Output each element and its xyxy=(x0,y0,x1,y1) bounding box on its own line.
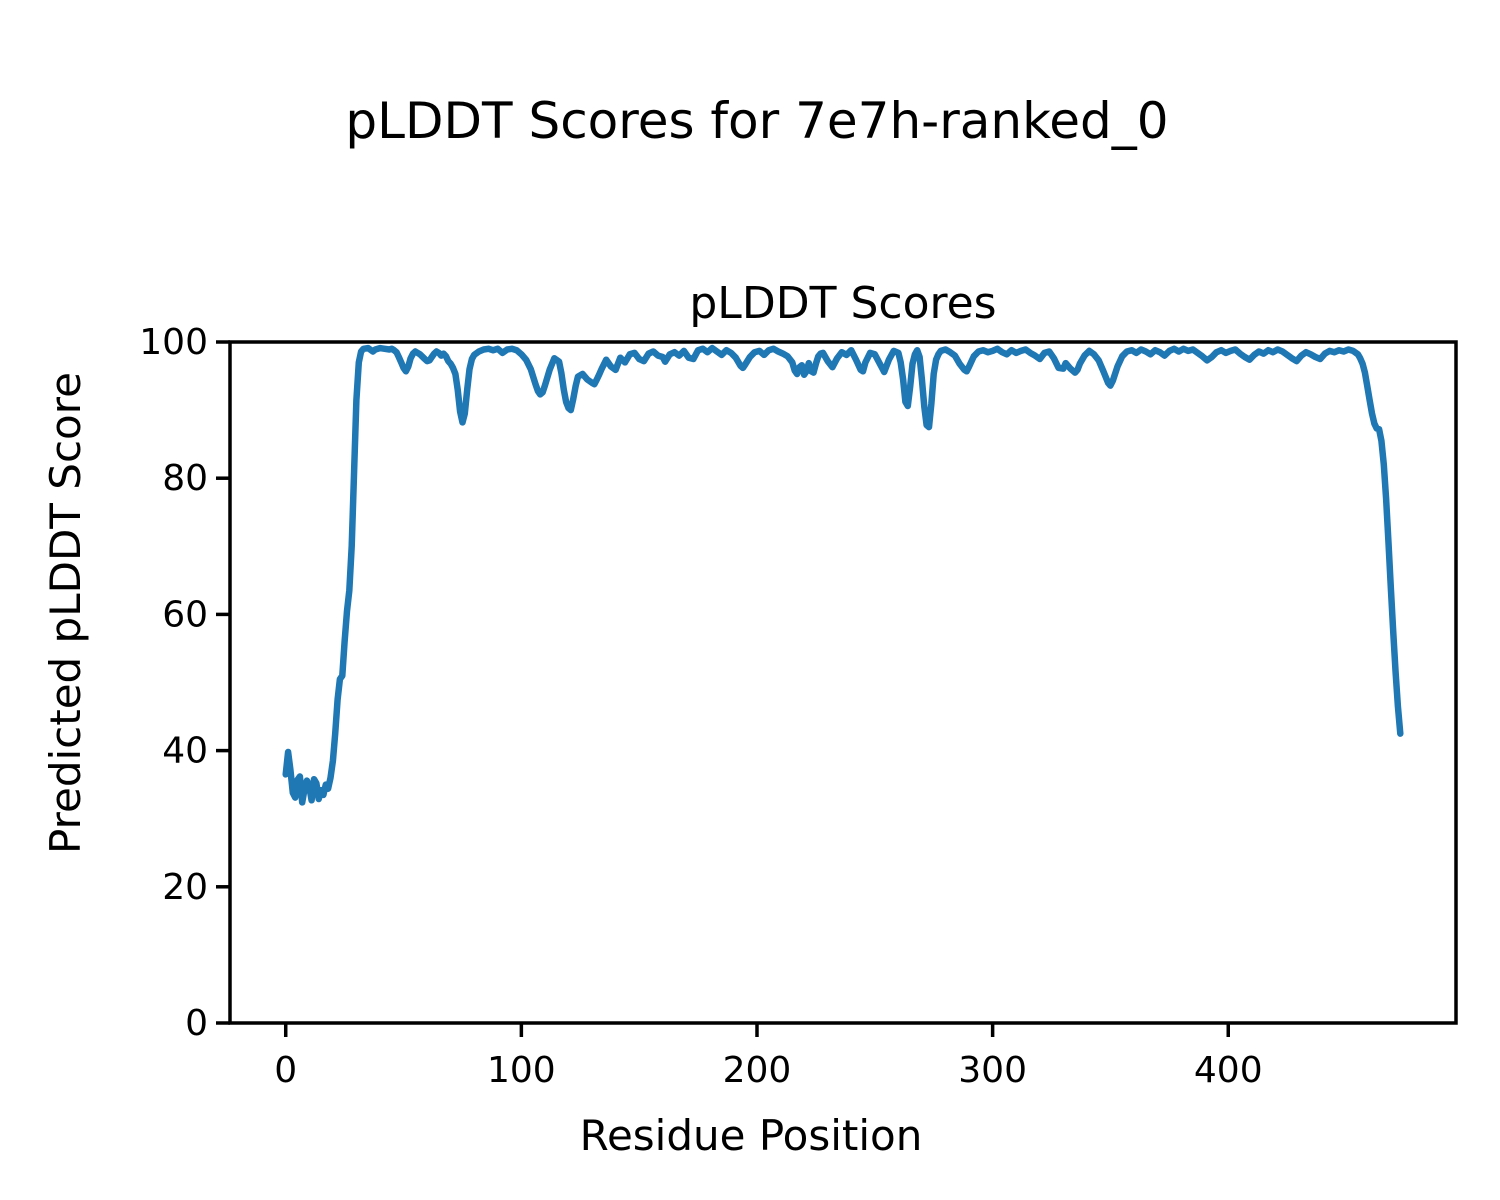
x-axis-ticks: 0 100 200 300 400 xyxy=(274,1023,1263,1091)
x-tick-label: 100 xyxy=(487,1050,556,1091)
plddt-score-line xyxy=(282,344,1404,806)
x-tick-label: 400 xyxy=(1194,1050,1263,1091)
x-tick-label: 0 xyxy=(274,1050,297,1091)
y-tick-label: 60 xyxy=(162,594,208,635)
y-tick-label: 40 xyxy=(162,731,208,772)
axes-title: pLDDT Scores xyxy=(689,278,996,329)
y-tick-label: 0 xyxy=(185,1003,208,1044)
y-axis-label: Predicted pLDDT Score xyxy=(41,372,90,854)
x-tick-label: 200 xyxy=(723,1050,792,1091)
y-tick-label: 20 xyxy=(162,867,208,908)
y-tick-label: 100 xyxy=(139,322,208,363)
x-axis-label: Residue Position xyxy=(580,1111,923,1160)
figure-suptitle: pLDDT Scores for 7e7h-ranked_0 xyxy=(345,92,1168,150)
y-axis-ticks: 0 20 40 60 80 100 xyxy=(139,322,230,1044)
plot-border xyxy=(228,340,1458,1025)
y-tick-label: 80 xyxy=(162,458,208,499)
x-tick-label: 300 xyxy=(958,1050,1027,1091)
